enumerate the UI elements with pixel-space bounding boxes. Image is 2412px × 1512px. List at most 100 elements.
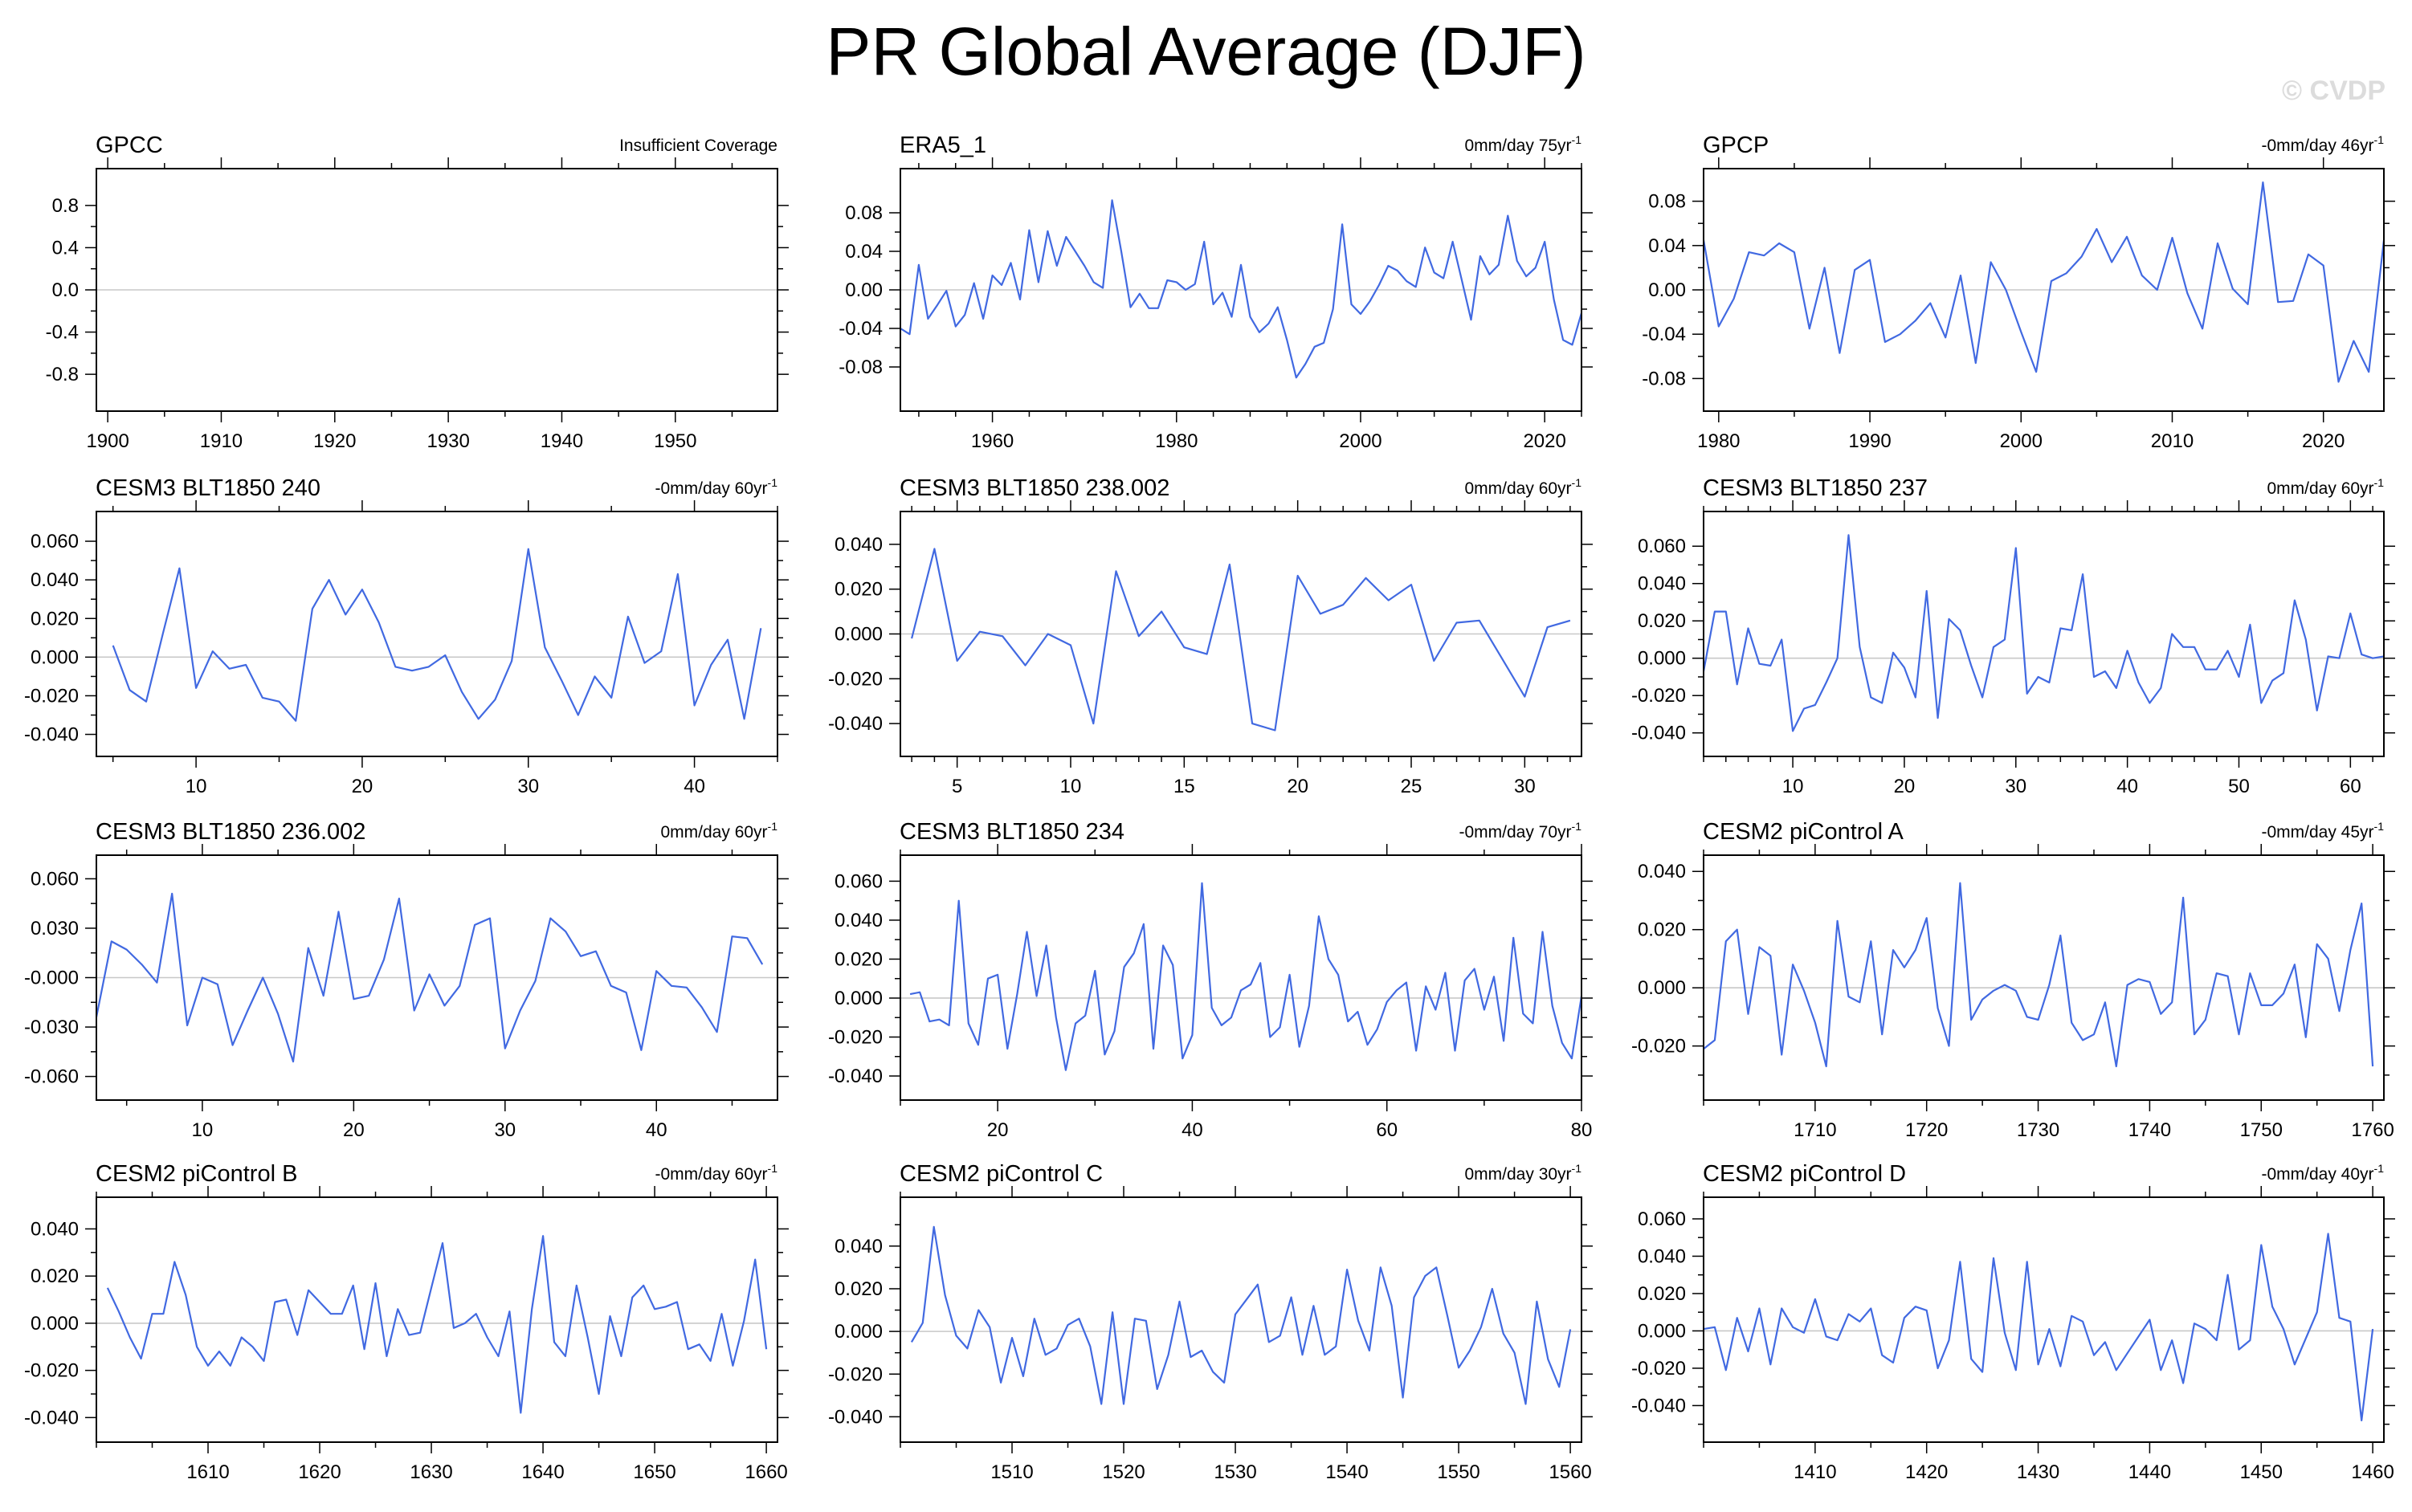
x-tick-label: 15 (1173, 776, 1195, 797)
x-tick-label: 1710 (1794, 1119, 1836, 1141)
x-tick-label: 60 (2340, 776, 2361, 797)
data-series-line (1703, 1233, 2374, 1422)
x-tick-label: 2000 (2000, 430, 2043, 452)
y-tick-label: 0.040 (835, 534, 883, 556)
x-tick-label: 1410 (1794, 1461, 1836, 1483)
x-tick-label: 1940 (541, 430, 583, 452)
chart-stat-text: 0mm/day 60yr-1 (661, 820, 778, 842)
x-tick-label: 2000 (1339, 430, 1381, 452)
x-tick-label: 1640 (521, 1461, 564, 1483)
x-tick-label: 30 (2005, 776, 2026, 797)
y-tick-label: -0.04 (839, 318, 883, 340)
x-tick-label: 1430 (2017, 1461, 2059, 1483)
watermark: © CVDP (2282, 75, 2385, 106)
chart-title: CESM2 piControl A (1703, 819, 1904, 845)
plot-frame (1703, 1196, 2385, 1443)
chart-stat-text: 0mm/day 30yr-1 (1465, 1162, 1582, 1184)
chart-stat-text: 0mm/day 75yr-1 (1465, 133, 1582, 155)
y-tick-label: -0.8 (46, 364, 79, 385)
page-title: PR Global Average (DJF) (826, 14, 1586, 89)
chart-panel-cesm3-blt1850-236-002: CESM3 BLT1850 236.002 0mm/day 60yr-1 10 20 3… (24, 819, 789, 1141)
chart-stat-text: -0mm/day 40yr-1 (2262, 1162, 2385, 1184)
y-tick-label: 0.4 (52, 237, 79, 259)
x-tick-label: 1630 (410, 1461, 452, 1483)
y-tick-label: -0.040 (828, 1066, 883, 1087)
x-tick-label: 1660 (745, 1461, 787, 1483)
y-tick-label: -0.000 (24, 968, 79, 989)
x-tick-label: 10 (1782, 776, 1804, 797)
x-tick-label: 1650 (633, 1461, 675, 1483)
chart-title: CESM3 BLT1850 240 (96, 475, 320, 501)
x-tick-label: 1740 (2128, 1119, 2171, 1141)
x-tick-label: 1750 (2240, 1119, 2283, 1141)
plot-frame (900, 1196, 1582, 1443)
y-tick-label: 0.0 (52, 279, 79, 301)
chart-stat-text: 0mm/day 60yr-1 (2267, 476, 2385, 498)
chart-panel-cesm3-blt1850-240: CESM3 BLT1850 240 -0mm/day 60yr-1 10 20 30 40… (24, 475, 789, 797)
y-tick-label: 0.04 (845, 241, 883, 263)
y-tick-label: 0.000 (1638, 1320, 1686, 1342)
chart-title: GPCC (96, 132, 163, 158)
x-tick-label: 1980 (1155, 430, 1198, 452)
y-tick-label: -0.040 (24, 1407, 79, 1428)
y-tick-label: -0.040 (828, 713, 883, 735)
chart-stat-text: -0mm/day 46yr-1 (2262, 133, 2385, 155)
x-tick-label: 1760 (2351, 1119, 2394, 1141)
x-tick-label: 5 (952, 776, 962, 797)
x-tick-label: 10 (1060, 776, 1082, 797)
chart-panel-cesm3-blt1850-238-002: CESM3 BLT1850 238.002 0mm/day 60yr-1 5 10 15… (828, 475, 1593, 797)
data-series-line (1703, 882, 2374, 1068)
y-tick-label: -0.04 (1642, 324, 1686, 345)
x-tick-label: 2020 (1523, 430, 1565, 452)
x-tick-label: 40 (2116, 776, 2138, 797)
y-tick-label: 0.000 (1638, 977, 1686, 999)
data-series-line (1702, 181, 2385, 383)
x-tick-label: 10 (192, 1119, 214, 1141)
chart-panel-era5-1: ERA5_1 0mm/day 75yr-1 1960 1980 2000 2020 0.08… (839, 132, 1593, 452)
x-tick-label: 2010 (2151, 430, 2194, 452)
plot-frame (96, 854, 778, 1101)
chart-stat-text: -0mm/day 45yr-1 (2262, 820, 2385, 842)
chart-title: CESM3 BLT1850 237 (1703, 475, 1928, 501)
y-tick-label: 0.00 (1648, 279, 1686, 301)
y-tick-label: 0.020 (835, 579, 883, 601)
y-tick-label: 0.040 (1638, 861, 1686, 882)
y-tick-label: -0.040 (24, 724, 79, 746)
y-tick-label: -0.030 (24, 1017, 79, 1038)
x-tick-label: 20 (1287, 776, 1308, 797)
x-tick-label: 1900 (86, 430, 129, 452)
plot-frame (900, 511, 1582, 757)
x-tick-label: 2020 (2302, 430, 2345, 452)
y-tick-label: 0.060 (1638, 536, 1686, 557)
y-tick-label: 0.08 (1648, 191, 1686, 213)
y-tick-label: -0.08 (839, 357, 883, 378)
x-tick-label: 50 (2228, 776, 2250, 797)
chart-title: GPCP (1703, 132, 1769, 158)
y-tick-label: 0.000 (31, 646, 79, 668)
y-tick-label: 0.040 (31, 1218, 79, 1240)
chart-stat-text: -0mm/day 70yr-1 (1459, 820, 1582, 842)
y-tick-label: -0.020 (24, 1360, 79, 1382)
chart-title: ERA5_1 (900, 132, 986, 158)
y-tick-label: 0.040 (835, 1236, 883, 1257)
y-tick-label: -0.020 (24, 685, 79, 707)
data-series-line (112, 548, 762, 722)
x-tick-label: 1990 (1848, 430, 1891, 452)
y-tick-label: -0.040 (828, 1406, 883, 1428)
x-tick-label: 1960 (971, 430, 1014, 452)
x-tick-label: 10 (186, 776, 207, 797)
x-tick-label: 25 (1401, 776, 1422, 797)
y-tick-label: -0.4 (46, 322, 79, 344)
y-tick-label: 0.040 (1638, 1245, 1686, 1267)
plot-frame (1703, 511, 2385, 757)
y-tick-label: 0.000 (31, 1313, 79, 1335)
chart-panel-gpcc: GPCC Insufficient Coverage 1900 1910 1920 193… (46, 132, 789, 452)
x-tick-label: 40 (1182, 1119, 1203, 1141)
y-tick-label: 0.020 (1638, 610, 1686, 632)
data-series-line (911, 548, 1571, 732)
y-tick-label: 0.040 (1638, 573, 1686, 595)
chart-title: CESM2 piControl D (1703, 1161, 1906, 1187)
x-tick-label: 1540 (1325, 1461, 1368, 1483)
x-tick-label: 20 (343, 1119, 365, 1141)
y-tick-label: 0.020 (31, 1265, 79, 1287)
